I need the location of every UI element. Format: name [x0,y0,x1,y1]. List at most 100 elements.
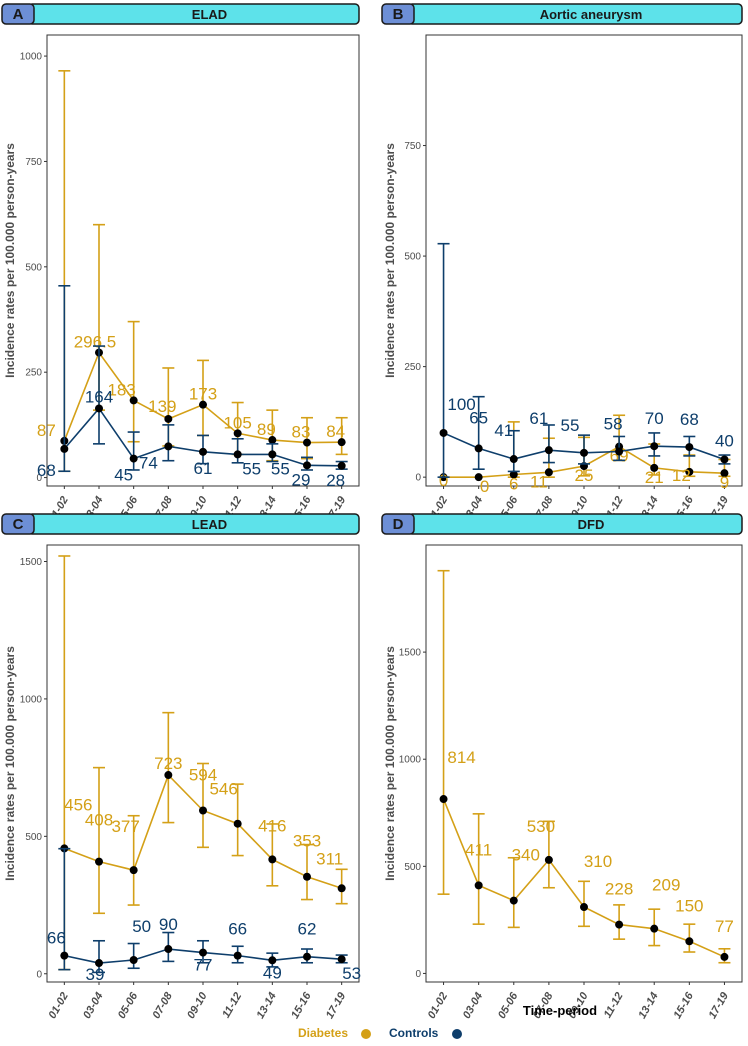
data-point [509,470,518,479]
data-point [685,937,694,946]
data-point [439,428,448,437]
data-point [199,447,207,456]
data-label: 0 [439,471,448,490]
data-label: 87 [37,421,56,440]
data-label: 90 [159,915,178,934]
y-tick-label: 1500 [20,557,43,568]
data-label: 183 [107,380,135,399]
y-tick-label: 0 [415,473,421,484]
data-label: 594 [189,765,217,784]
x-tick-label: 03-04 [81,991,105,1021]
data-point [337,461,346,470]
data-label: 77 [194,956,213,975]
series-line [442,798,725,958]
data-point [303,461,311,470]
series-controls: 66 39 50 90 77 66 49 62 53 [47,847,361,984]
data-point [199,948,207,957]
data-label: 74 [139,453,158,472]
data-label: 100 [447,395,475,414]
data-label: 173 [189,385,217,404]
panel-letter: D [393,516,404,533]
data-label: 25 [575,466,594,485]
y-tick-label: 500 [25,832,42,843]
data-label: 814 [447,748,475,767]
data-label: 61 [194,459,213,478]
data-label: 150 [675,896,703,915]
data-point [720,469,729,478]
y-tick-label: 750 [25,157,42,168]
data-point [474,444,483,453]
data-point [129,454,138,463]
data-point [685,467,694,476]
y-tick-label: 1000 [20,52,43,63]
x-tick-label: 13-14 [636,991,660,1021]
x-tick-label: 17-19 [707,990,732,1021]
data-point [164,945,173,954]
y-tick-label: 750 [404,141,421,152]
data-point [337,884,346,893]
x-tick-label: 15-16 [289,990,314,1021]
data-point [337,955,346,964]
x-tick-label: 15-16 [671,990,696,1021]
data-label: 12 [672,466,691,485]
y-tick-label: 500 [25,262,42,273]
data-label: 68 [37,461,56,480]
data-point [580,903,588,912]
data-point [199,806,207,815]
data-point [164,442,173,451]
data-point [268,436,277,445]
x-tick-label: 03-04 [461,991,485,1021]
data-point [95,857,103,866]
series-diabetes: 87 296.5 183 139 173 105 89 83 84 [37,70,348,473]
data-label: 377 [111,817,139,836]
data-point [650,442,659,451]
y-tick-label: 0 [415,969,421,980]
data-point [544,468,553,477]
data-point [439,795,448,804]
panel-title: DFD [578,517,605,532]
y-tick-label: 500 [404,862,421,873]
x-axis-title: Time-period [523,1003,597,1018]
data-point [268,956,277,965]
data-point [615,447,624,456]
data-point [60,444,69,453]
data-label: 50 [132,917,151,936]
data-label: 6 [509,475,518,494]
data-point [509,896,518,905]
data-point [233,429,242,438]
data-point [199,400,207,409]
data-label: 45 [114,466,133,485]
data-label: 105 [223,413,251,432]
panel-letter-box [381,513,415,535]
data-label: 723 [154,754,182,773]
data-label: 77 [715,917,734,936]
data-point [720,952,729,961]
y-tick-label: 1000 [20,694,43,705]
data-point [129,956,138,965]
panel-title: LEAD [192,517,227,532]
data-point [474,881,483,890]
x-tick-label: 09-10 [185,990,210,1021]
panel-letter-box [381,3,415,25]
data-point [544,855,553,864]
data-label: 55 [561,416,580,435]
data-point [580,448,588,457]
y-tick-label: 0 [36,969,42,980]
data-label: 530 [527,817,555,836]
data-label: 58 [604,415,623,434]
y-axis-label: Incidence rates per 100.000 person-years [383,646,397,881]
data-label: 83 [292,423,311,442]
data-label: 340 [512,846,540,865]
data-point [233,819,242,828]
data-point [129,866,138,875]
data-label: 41 [494,421,513,440]
data-label: 546 [209,780,237,799]
data-point [303,952,311,961]
data-point [474,473,483,482]
